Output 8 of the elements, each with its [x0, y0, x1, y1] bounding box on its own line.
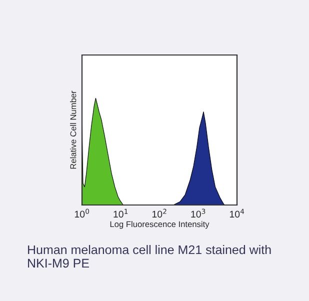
x-tick-label: 10$^{4}$	[230, 208, 244, 218]
x-tick-label: 10$^{0}$	[74, 208, 90, 218]
text: Human melanoma cell line M21 stained with NKI-M9 PE	[28, 245, 271, 268]
x-tick-label: 10$^{1}$	[114, 208, 128, 218]
x-axis-title: Log Fluorescence Intensity	[110, 221, 210, 229]
x-tick-label: 10$^{3}$	[191, 208, 206, 218]
y-axis-title: Relative Cell Number	[70, 90, 76, 169]
x-tick-label: 10$^{2}$	[152, 208, 166, 218]
